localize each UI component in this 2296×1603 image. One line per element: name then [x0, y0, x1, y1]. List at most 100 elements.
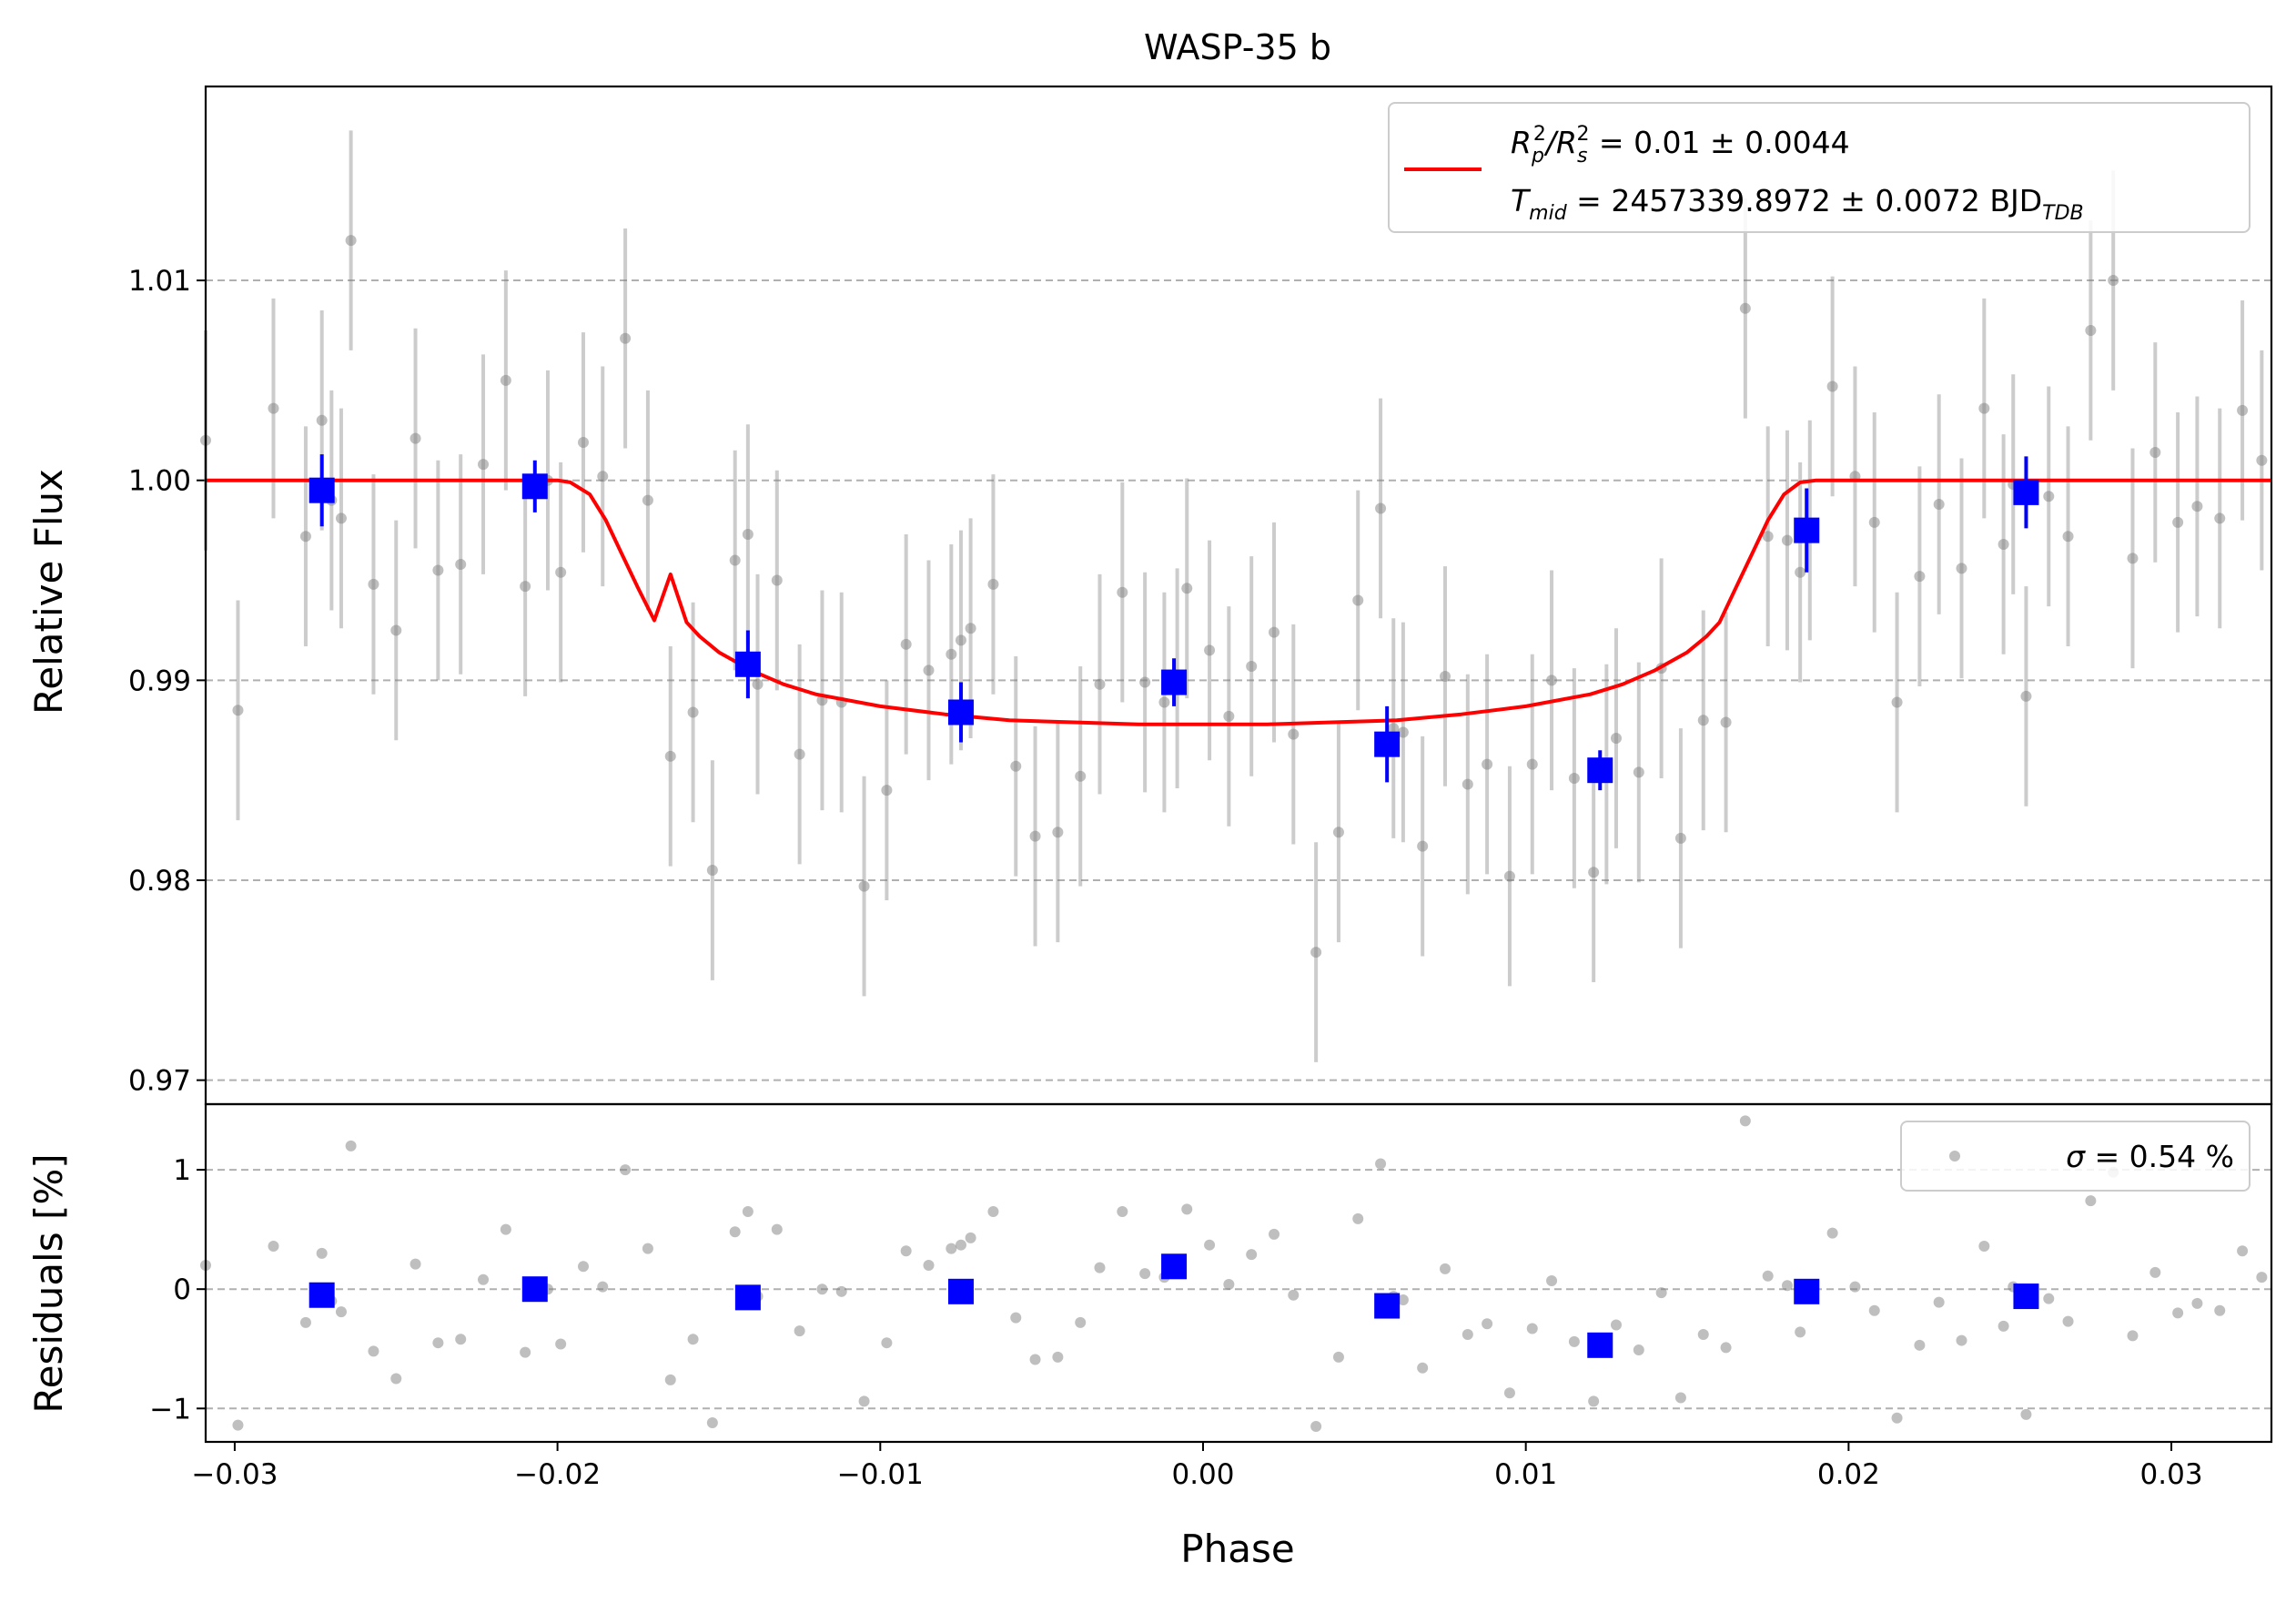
raw-point — [771, 574, 783, 586]
raw-point — [955, 634, 966, 646]
residual-point — [2149, 1266, 2161, 1278]
residual-point — [268, 1241, 279, 1253]
raw-point — [232, 705, 244, 716]
residual-point — [965, 1232, 976, 1243]
residual-point — [316, 1247, 328, 1259]
residual-point — [232, 1419, 244, 1431]
residual-point — [816, 1283, 828, 1295]
residual-point — [1052, 1351, 1064, 1363]
residual-point — [858, 1395, 870, 1407]
residual-point — [1978, 1241, 1990, 1253]
residual-point — [1739, 1115, 1751, 1127]
residual-point — [1762, 1270, 1774, 1282]
top-ytick-label: 0.97 — [128, 1065, 191, 1098]
residual-point — [1269, 1228, 1280, 1240]
raw-point — [1375, 502, 1387, 514]
residual-point — [946, 1243, 957, 1254]
residual-point — [881, 1337, 893, 1349]
raw-point — [1332, 827, 1344, 838]
residual-point — [1117, 1205, 1128, 1217]
raw-point — [1246, 660, 1258, 672]
residual-point — [2214, 1304, 2226, 1316]
raw-point — [1956, 563, 1967, 574]
top-ytick-label: 1.00 — [128, 465, 191, 498]
residual-point — [1094, 1262, 1106, 1273]
residual-point — [1246, 1249, 1258, 1261]
residual-point — [2020, 1408, 2032, 1420]
raw-point — [2043, 491, 2055, 502]
residual-point — [1503, 1387, 1515, 1399]
residual-point — [1223, 1278, 1235, 1290]
raw-point — [1440, 670, 1451, 682]
binned-residual-point — [947, 1278, 974, 1304]
binned-point — [308, 477, 335, 503]
raw-point — [2085, 324, 2097, 336]
raw-point — [1310, 947, 1322, 959]
binned-point — [947, 699, 974, 725]
raw-point — [706, 865, 718, 877]
residual-point — [1781, 1280, 1793, 1292]
raw-point — [1223, 710, 1235, 722]
raw-point — [1052, 827, 1064, 838]
legend-bottom-frame — [1900, 1121, 2250, 1192]
xtick-label: 0.01 — [1494, 1458, 1557, 1491]
legend-tmid-t: T — [1511, 183, 1532, 218]
raw-point — [1891, 696, 1903, 708]
raw-point — [2108, 275, 2119, 287]
raw-point — [268, 402, 279, 414]
raw-point — [316, 414, 328, 426]
residual-point — [1674, 1392, 1686, 1404]
legend-tmid-mid: = 2457339.8972 ± 0.0072 BJD — [1567, 183, 2042, 218]
residual-point — [1440, 1263, 1451, 1274]
raw-point — [1075, 770, 1087, 782]
raw-point — [1795, 566, 1806, 578]
bottom-ytick-label: 0 — [173, 1273, 191, 1306]
residual-point — [1633, 1344, 1644, 1356]
binned-point — [2013, 479, 2039, 505]
raw-point — [1720, 716, 1732, 728]
legend-depth-r: R — [1511, 125, 1532, 160]
residual-point — [1655, 1287, 1667, 1299]
top-ytick-label: 0.99 — [128, 665, 191, 697]
residual-point — [1891, 1412, 1903, 1424]
raw-point — [1762, 531, 1774, 543]
residual-point — [1526, 1323, 1538, 1334]
raw-point — [335, 512, 347, 524]
residual-point — [794, 1325, 805, 1337]
binned-residual-point — [2013, 1283, 2039, 1310]
raw-point — [642, 494, 653, 506]
raw-point — [1181, 583, 1193, 594]
binned-point — [1374, 731, 1401, 757]
raw-point — [2062, 531, 2074, 543]
xtick-label: −0.02 — [514, 1458, 601, 1491]
residual-point — [2256, 1272, 2268, 1283]
legend-depth-mid: /R — [1543, 125, 1577, 160]
binned-point — [1794, 517, 1820, 543]
legend-bottom: σ = 0.54 % — [1900, 1121, 2250, 1192]
legend-residual-marker — [1949, 1151, 1960, 1162]
transit-model-line — [206, 478, 2271, 726]
residual-point — [2237, 1245, 2249, 1257]
raw-point — [500, 374, 511, 386]
raw-point — [946, 648, 957, 660]
raw-point — [1697, 715, 1709, 726]
raw-point — [520, 581, 531, 593]
residual-point — [1010, 1312, 1022, 1324]
raw-point — [1868, 516, 1880, 528]
residual-point — [900, 1245, 912, 1257]
binned-residual-point — [1161, 1253, 1188, 1280]
residual-point — [555, 1338, 567, 1350]
residual-point — [1610, 1319, 1622, 1331]
raw-point — [299, 531, 311, 543]
raw-point — [368, 578, 379, 590]
raw-point — [2149, 446, 2161, 458]
bottom-ytick-label: −1 — [149, 1393, 191, 1425]
raw-point — [1998, 538, 2009, 550]
top-ytick-label: 0.98 — [128, 865, 191, 898]
binned-residual-point — [734, 1284, 761, 1311]
residual-point — [2085, 1195, 2097, 1207]
residual-point — [2191, 1297, 2203, 1309]
raw-point — [1633, 766, 1644, 778]
raw-point — [390, 624, 402, 636]
